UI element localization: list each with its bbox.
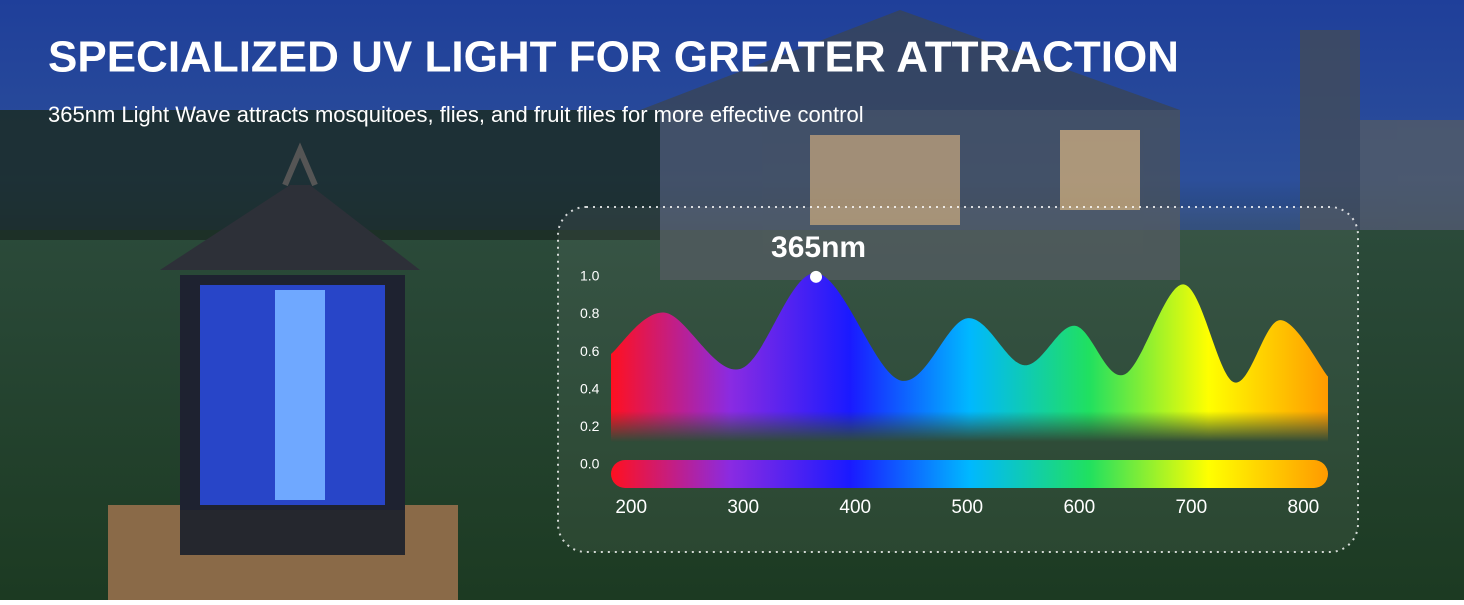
y-tick-label: 0.2: [580, 418, 600, 434]
x-tick-label: 200: [615, 497, 647, 518]
y-tick-label: 1.0: [580, 268, 600, 284]
x-tick-label: 500: [951, 497, 983, 518]
y-tick-label: 0.0: [580, 456, 600, 472]
x-tick-label: 800: [1288, 497, 1320, 518]
y-tick-label: 0.6: [580, 343, 600, 359]
x-tick-label: 400: [839, 497, 871, 518]
lantern: [108, 142, 458, 600]
spectrum-bar: [611, 460, 1328, 488]
x-tick-label: 600: [1063, 497, 1095, 518]
annotation-label: 365nm: [771, 231, 866, 264]
y-tick-label: 0.8: [580, 305, 600, 321]
title: SPECIALIZED UV LIGHT FOR GREATER ATTRACT…: [48, 33, 1179, 82]
x-tick-label: 300: [727, 497, 759, 518]
subtitle: 365nm Light Wave attracts mosquitoes, fl…: [48, 102, 864, 127]
x-tick-label: 700: [1175, 497, 1207, 518]
annotation-point: [810, 270, 823, 283]
y-tick-label: 0.4: [580, 380, 600, 396]
house: [640, 10, 1464, 280]
spectrum-area: [611, 273, 1328, 465]
